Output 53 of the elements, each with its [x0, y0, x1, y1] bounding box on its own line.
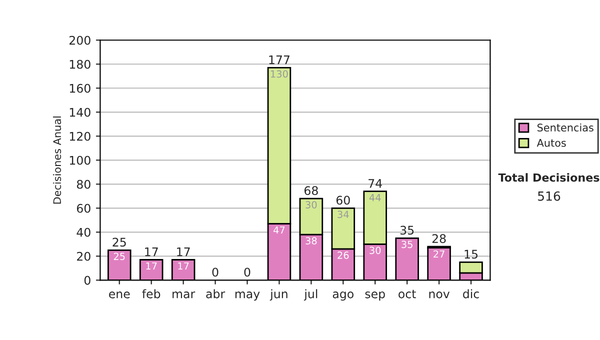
y-tick-label: 200: [70, 36, 90, 45]
y-tick-label: 100: [70, 156, 90, 165]
y-tick-label: 120: [70, 132, 90, 141]
y-tick-label: 80: [76, 180, 90, 189]
data-label: 44: [369, 194, 381, 202]
y-tick-label: 180: [70, 60, 90, 69]
total-label: 0: [244, 268, 250, 277]
x-tick-label: sep: [365, 292, 385, 301]
total-label: 0: [212, 268, 218, 277]
total-label: 25: [112, 238, 126, 247]
legend-label: Sentencias: [537, 123, 594, 132]
x-tick-label: jun: [270, 289, 288, 301]
total-label: 68: [304, 186, 318, 196]
total-label: 17: [177, 247, 190, 256]
text: Total Decisiones: [498, 173, 600, 182]
data-label: 130: [271, 70, 288, 78]
data-label: 26: [338, 252, 349, 259]
x-tick-label: abr: [206, 289, 226, 298]
x-tick-label: jul: [304, 289, 318, 301]
legend-label: Autos: [536, 139, 566, 147]
total-label: 74: [368, 179, 382, 188]
data-label: 35: [402, 240, 412, 248]
total-label: 177: [269, 55, 290, 64]
x-tick-label: may: [235, 292, 260, 301]
data-label: 17: [146, 262, 157, 270]
data-label: 30: [370, 246, 381, 254]
data-label: 38: [306, 237, 317, 244]
x-tick-label: feb: [142, 289, 160, 298]
y-tick-label: 60: [76, 204, 90, 213]
total-label: 35: [400, 226, 414, 235]
total-label: 15: [464, 250, 478, 259]
data-label: 27: [434, 250, 444, 258]
x-tick-label: mar: [172, 292, 196, 298]
x-tick-label: nov: [429, 292, 450, 298]
y-tick-label: 160: [70, 84, 90, 93]
text: 516: [538, 191, 560, 201]
data-label: 47: [274, 226, 285, 234]
data-label: 30: [306, 201, 317, 208]
x-tick-label: ago: [332, 292, 354, 301]
data-label: 34: [338, 210, 349, 218]
y-tick-label: 40: [76, 228, 90, 237]
x-tick-label: ene: [109, 292, 130, 298]
y-tick-label: 140: [70, 108, 90, 117]
data-label: 17: [178, 262, 189, 270]
total-label: 17: [145, 247, 158, 256]
x-tick-label: oct: [398, 290, 416, 298]
y-tick-label: 20: [77, 252, 90, 261]
data-label: 25: [114, 252, 125, 260]
total-label: 60: [336, 196, 350, 205]
x-tick-label: dic: [463, 289, 479, 298]
y-tick-label: 0: [84, 276, 90, 285]
y-axis-title: Decisiones Anual: [53, 116, 62, 204]
total-label: 28: [432, 234, 446, 244]
